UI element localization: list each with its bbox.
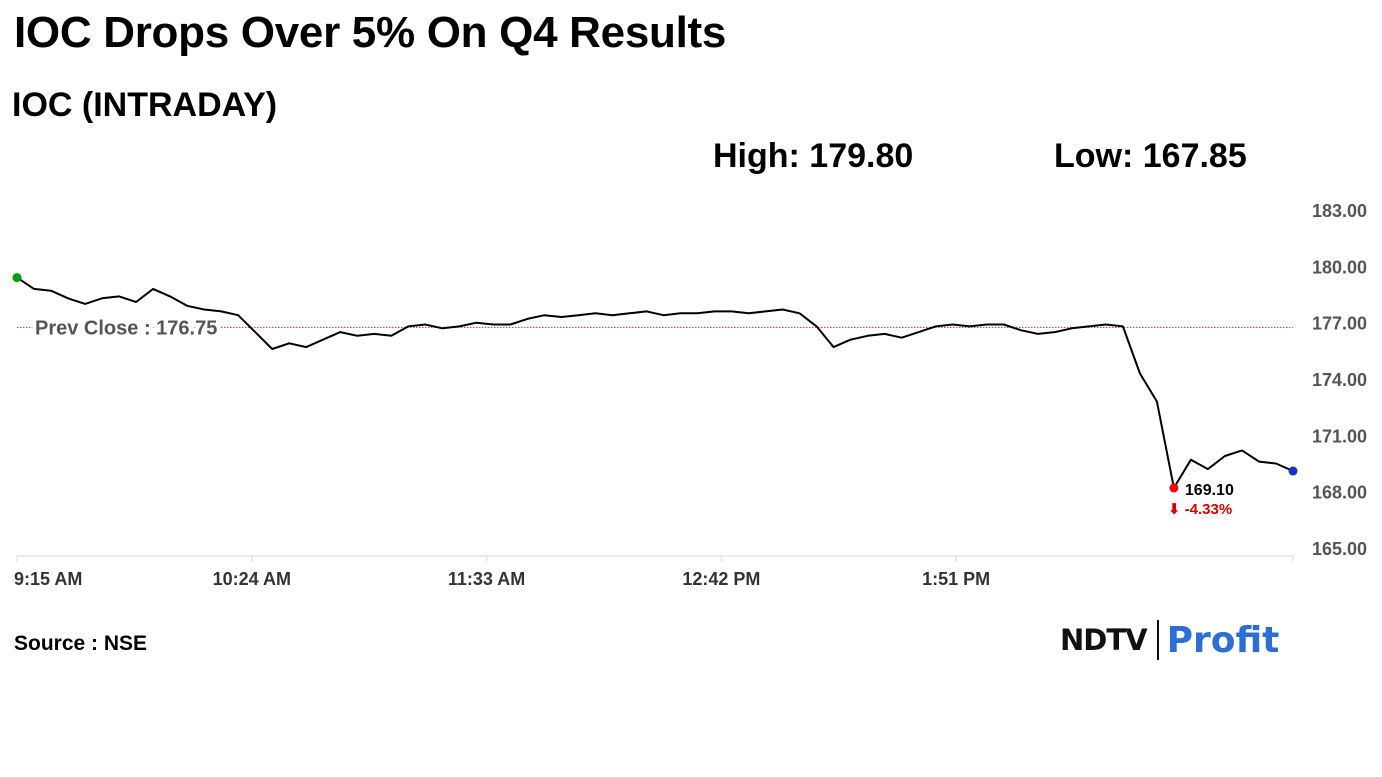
logo-ndtv-text: NDTV xyxy=(1060,623,1148,657)
x-tick-label: 12:42 PM xyxy=(682,569,760,589)
headline: IOC Drops Over 5% On Q4 Results xyxy=(14,8,727,57)
ndtv-profit-logo: NDTV Profit xyxy=(1060,617,1279,663)
prev-close-label: Prev Close : 176.75 xyxy=(35,317,217,339)
x-tick-label: 10:24 AM xyxy=(213,569,291,589)
y-axis-ticks: 183.00 180.00 177.00 174.00 171.00 168.00 165.… xyxy=(1312,201,1367,559)
x-tick-label: 1:51 PM xyxy=(922,569,990,589)
low-marker xyxy=(1169,483,1179,493)
intraday-line-chart: Prev Close : 176.75 183.00 180.00 177.00 17… xyxy=(12,201,1367,589)
day-high-stat: High: 179.80 xyxy=(713,137,914,175)
x-axis-ticks: 9:15 AM 10:24 AM 11:33 AM 12:42 PM 1:51 PM xyxy=(14,556,1294,589)
logo-separator xyxy=(1156,620,1159,660)
open-marker xyxy=(12,273,22,283)
y-tick-label: 177.00 xyxy=(1312,314,1367,334)
chart-title: IOC (INTRADAY) xyxy=(12,86,278,124)
day-low-stat: Low: 167.85 xyxy=(1054,137,1247,175)
x-tick-label: 9:15 AM xyxy=(14,569,82,589)
logo-profit-text: Profit xyxy=(1166,619,1280,661)
prev-close-group: Prev Close : 176.75 xyxy=(17,313,1293,343)
y-tick-label: 183.00 xyxy=(1312,201,1367,221)
y-tick-label: 165.00 xyxy=(1312,539,1367,559)
y-tick-label: 174.00 xyxy=(1312,370,1367,390)
price-line xyxy=(16,276,1294,489)
markers-group xyxy=(12,273,1298,493)
y-tick-label: 180.00 xyxy=(1312,257,1367,277)
change-percent-label: ⬇ -4.33% xyxy=(1168,501,1232,518)
y-tick-label: 171.00 xyxy=(1312,426,1367,446)
source-label: Source : NSE xyxy=(14,632,148,655)
price-line-group xyxy=(16,276,1294,489)
y-tick-label: 168.00 xyxy=(1312,483,1367,503)
last-price-marker xyxy=(1288,466,1298,476)
x-tick-label: 11:33 AM xyxy=(448,569,525,589)
value-labels: 169.10 ⬇ -4.33% xyxy=(1168,482,1234,518)
last-price-label: 169.10 xyxy=(1185,482,1234,499)
